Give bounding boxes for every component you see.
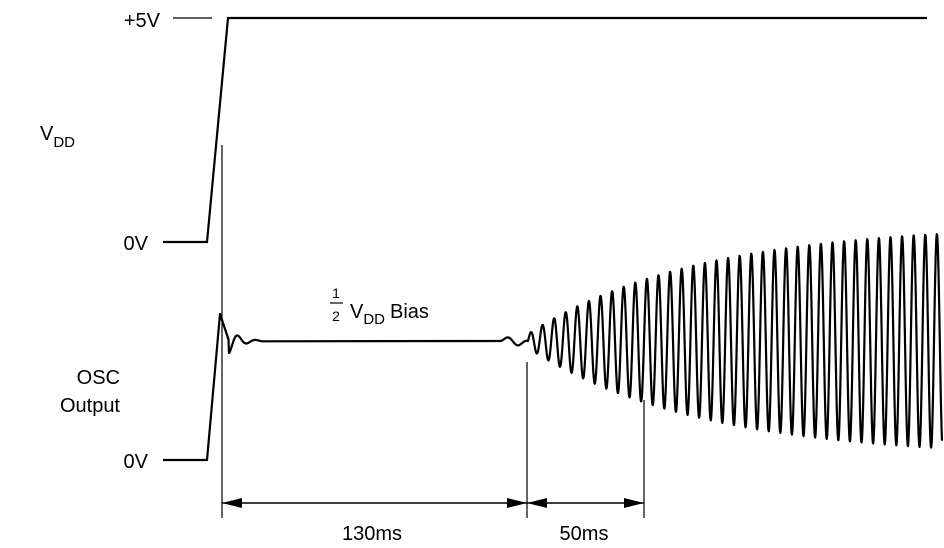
arrowhead-50ms-left <box>527 498 547 508</box>
bias-text: VDD Bias <box>350 301 429 328</box>
bias-annotation: 1 2 VDD Bias <box>330 285 429 328</box>
osc-zero-label: 0V <box>124 451 149 473</box>
bias-v: V <box>350 301 364 323</box>
vdd-waveform <box>163 16 927 244</box>
vdd-high-label: +5V <box>124 10 161 32</box>
bias-fraction-denominator: 2 <box>332 308 340 324</box>
arrowhead-130ms-right <box>507 498 527 508</box>
osc-output-waveform <box>163 233 944 462</box>
dimension-130ms: 130ms <box>222 498 527 545</box>
bias-word: Bias <box>390 301 429 323</box>
bias-sub: DD <box>363 311 385 328</box>
vdd-label: VDD <box>40 123 75 151</box>
dimension-50ms: 50ms <box>527 498 644 545</box>
osc-label-line2: Output <box>60 395 120 417</box>
arrowhead-50ms-right <box>624 498 644 508</box>
vdd-label-sub: DD <box>53 134 75 151</box>
vdd-label-main: V <box>40 123 54 145</box>
interval-130ms-label: 130ms <box>342 523 402 545</box>
arrowhead-130ms-left <box>222 498 242 508</box>
vdd-zero-label: 0V <box>124 233 149 255</box>
osc-label-line1: OSC <box>77 367 120 389</box>
bias-fraction-numerator: 1 <box>332 285 340 301</box>
interval-50ms-label: 50ms <box>560 523 609 545</box>
